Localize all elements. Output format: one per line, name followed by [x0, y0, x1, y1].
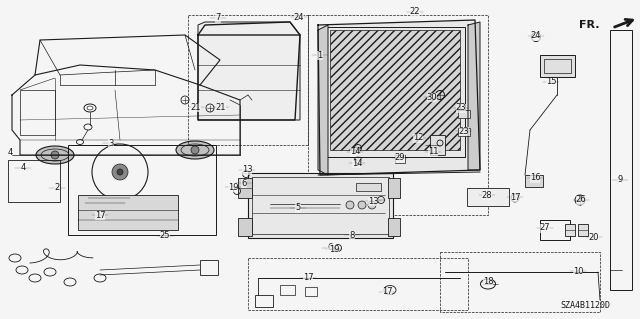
Bar — [388, 218, 400, 236]
Text: 17: 17 — [95, 211, 106, 219]
Text: 5: 5 — [296, 204, 301, 212]
Polygon shape — [468, 22, 480, 170]
Text: 24: 24 — [531, 32, 541, 41]
Polygon shape — [318, 25, 328, 175]
Circle shape — [112, 164, 128, 180]
Text: 19: 19 — [228, 182, 238, 191]
Text: 14: 14 — [349, 147, 360, 157]
Bar — [388, 178, 400, 198]
Text: 17: 17 — [381, 287, 392, 296]
Bar — [248, 173, 393, 238]
Text: 30: 30 — [427, 93, 437, 101]
Bar — [238, 178, 252, 198]
Text: 18: 18 — [483, 278, 493, 286]
Bar — [238, 218, 252, 236]
Bar — [610, 30, 632, 290]
Circle shape — [368, 201, 376, 209]
Circle shape — [358, 201, 366, 209]
Text: 6: 6 — [241, 179, 246, 188]
Bar — [395, 155, 405, 163]
Bar — [248, 258, 468, 310]
Text: 9: 9 — [618, 175, 623, 184]
Bar — [20, 90, 55, 135]
Bar — [78, 195, 178, 230]
Bar — [578, 224, 588, 236]
Circle shape — [346, 201, 354, 209]
Text: 11: 11 — [428, 147, 438, 157]
Polygon shape — [198, 22, 300, 120]
Text: 21: 21 — [191, 102, 201, 112]
Circle shape — [117, 169, 123, 175]
Bar — [8, 160, 60, 202]
Bar — [280, 285, 295, 295]
Text: 1: 1 — [317, 50, 323, 60]
Ellipse shape — [51, 151, 59, 159]
Text: 19: 19 — [329, 244, 339, 254]
Text: 2: 2 — [54, 183, 60, 192]
Text: 23: 23 — [456, 103, 467, 113]
Text: FR.: FR. — [579, 20, 600, 30]
Bar — [68, 145, 216, 235]
Text: 26: 26 — [576, 196, 586, 204]
Text: 14: 14 — [352, 159, 362, 167]
Bar — [255, 295, 273, 307]
Ellipse shape — [84, 104, 96, 112]
Bar — [540, 220, 570, 240]
Bar — [308, 15, 488, 215]
Bar — [544, 59, 571, 73]
Text: 10: 10 — [573, 266, 583, 276]
Bar — [440, 252, 600, 312]
Text: 7: 7 — [215, 13, 221, 23]
Ellipse shape — [36, 146, 74, 164]
Text: 6: 6 — [327, 243, 333, 253]
Text: 4: 4 — [20, 164, 26, 173]
Text: 13: 13 — [242, 166, 252, 174]
Bar — [458, 110, 470, 118]
Bar — [325, 27, 465, 157]
Text: 8: 8 — [349, 231, 355, 240]
Text: 15: 15 — [546, 78, 556, 86]
Text: 23: 23 — [459, 127, 469, 136]
Bar — [540, 55, 575, 77]
Text: 29: 29 — [395, 153, 405, 162]
Bar — [467, 188, 509, 206]
Bar — [252, 177, 389, 234]
Text: 22: 22 — [410, 8, 420, 17]
Bar — [458, 128, 470, 136]
Bar — [188, 15, 308, 145]
Bar — [330, 30, 460, 150]
Text: 28: 28 — [482, 190, 492, 199]
Text: 4: 4 — [8, 148, 13, 157]
Bar — [200, 260, 218, 275]
Text: 27: 27 — [540, 224, 550, 233]
Text: 13: 13 — [368, 197, 378, 205]
Bar — [565, 224, 575, 236]
Bar — [525, 175, 543, 187]
Ellipse shape — [191, 146, 199, 154]
Text: 25: 25 — [160, 232, 170, 241]
Bar — [356, 183, 381, 191]
Bar — [430, 135, 445, 155]
Text: 17: 17 — [509, 192, 520, 202]
Text: 12: 12 — [413, 133, 423, 143]
Ellipse shape — [176, 141, 214, 159]
Text: 16: 16 — [530, 174, 540, 182]
Text: 20: 20 — [589, 233, 599, 241]
Text: 17: 17 — [303, 273, 314, 283]
Text: 3: 3 — [108, 138, 114, 147]
Bar — [305, 287, 317, 296]
Text: 24: 24 — [294, 12, 304, 21]
Text: 21: 21 — [216, 102, 227, 112]
Text: SZA4B1120D: SZA4B1120D — [560, 301, 610, 310]
Polygon shape — [318, 20, 480, 175]
